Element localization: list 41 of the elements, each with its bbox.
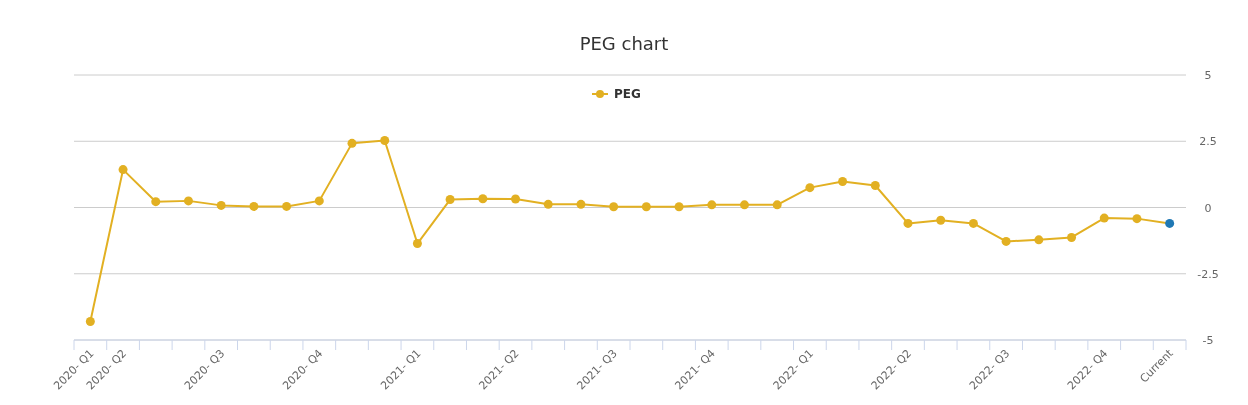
chart-title: PEG chart — [579, 33, 669, 54]
y-tick-label: 5 — [1204, 69, 1212, 82]
point — [314, 196, 324, 206]
point — [870, 181, 880, 191]
point — [511, 194, 521, 204]
point — [772, 200, 782, 210]
point — [1165, 218, 1175, 228]
legend-label: PEG — [614, 87, 641, 101]
point — [1067, 232, 1077, 242]
point — [805, 183, 815, 193]
y-tick-label: 0 — [1204, 201, 1212, 215]
point — [838, 177, 848, 187]
point — [118, 165, 128, 175]
point — [739, 200, 749, 210]
point — [1132, 214, 1142, 224]
point — [183, 196, 193, 206]
point — [282, 201, 292, 211]
point — [1001, 236, 1011, 246]
point — [216, 200, 226, 210]
point — [1099, 213, 1109, 223]
point — [674, 202, 684, 212]
y-tick-label: -5 — [1202, 334, 1214, 347]
point — [445, 195, 455, 205]
point — [641, 202, 651, 212]
point — [968, 218, 978, 228]
point — [1034, 235, 1044, 245]
point — [609, 202, 619, 212]
point — [478, 194, 488, 204]
point — [576, 199, 586, 209]
point — [903, 218, 913, 228]
point — [85, 316, 95, 326]
point — [936, 215, 946, 225]
point — [707, 200, 717, 210]
point — [380, 135, 390, 145]
point — [249, 201, 259, 211]
point — [412, 239, 422, 249]
y-tick-label: -2.5 — [1197, 267, 1219, 281]
point — [151, 197, 161, 207]
point — [543, 199, 553, 209]
point — [347, 138, 357, 148]
y-tick-label: 2.5 — [1199, 135, 1217, 149]
